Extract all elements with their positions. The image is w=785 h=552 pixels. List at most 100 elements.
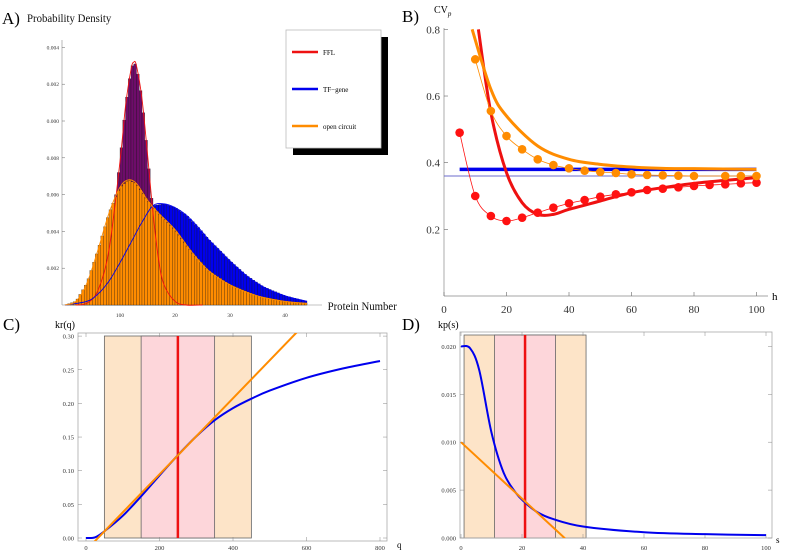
d-xlabel: s — [776, 535, 780, 545]
b-data-point — [564, 199, 574, 208]
a-bar-opencircuit — [169, 225, 173, 306]
a-bar-opencircuit — [130, 181, 134, 306]
b-data-point — [611, 168, 621, 178]
a-ytick-label: 0.006 — [47, 193, 60, 199]
b-xlabel: h — [772, 291, 778, 303]
panel-b-plot: 0.2 0.4 0.6 0.8 0 20 40 60 80 100 — [426, 24, 768, 316]
c-ylabel: kr(q) — [55, 320, 75, 331]
panel-a-histogram: 0.002 0.004 0.006 0.008 0.000 0.002 0.004 100 20… — [47, 40, 322, 319]
c-ytick-label: 0.10 — [63, 468, 74, 475]
a-bar-opencircuit — [95, 253, 99, 306]
a-bar-opencircuit — [207, 270, 211, 306]
a-bar-opencircuit — [243, 290, 247, 306]
c-ytick-label: 0.05 — [63, 502, 74, 509]
b-xtick-label: 80 — [689, 304, 701, 316]
a-bar-opencircuit — [125, 180, 129, 306]
a-bar-opencircuit — [257, 295, 261, 306]
a-xtick-label: 40 — [282, 313, 288, 319]
b-data-point — [549, 160, 558, 170]
d-frame — [459, 331, 773, 539]
a-fit-curve-tfgene — [64, 202, 308, 306]
b-data-point — [580, 195, 589, 205]
a-bar-opencircuit — [213, 274, 217, 306]
b-xtick-label: 60 — [626, 304, 638, 316]
a-bar-opencircuit — [174, 231, 178, 306]
a-bar-opencircuit — [191, 253, 195, 306]
a-ytick-label: 0.000 — [47, 119, 60, 125]
d-xtick-label: 0 — [459, 545, 462, 552]
a-bar-opencircuit — [235, 287, 239, 306]
a-bar-opencircuit — [232, 286, 236, 306]
d-tangent-line — [460, 441, 567, 538]
a-fit-curve-ffl — [75, 60, 203, 306]
legend-entry-tf-gene: TF−gene — [323, 86, 348, 94]
b-data-point — [642, 185, 652, 195]
d-ytick-label: 0.015 — [441, 392, 456, 399]
b-data-point — [517, 145, 527, 154]
b-xtick-label: 0 — [441, 304, 447, 316]
b-data-point — [658, 184, 668, 193]
a-ylabel: Probability Density — [27, 13, 112, 26]
b-points-connector — [459, 132, 757, 222]
a-xlabel: Protein Number — [328, 301, 397, 314]
a-ytick-label: 0.002 — [47, 266, 60, 272]
panel-label-b: B) — [402, 7, 419, 26]
c-ytick-label: 0.30 — [63, 334, 74, 341]
b-data-point — [455, 128, 464, 137]
panel-d-plot: 0.000 0.005 0.010 0.015 0.020 0 20 40 60 80 100 — [441, 331, 773, 552]
b-data-point — [533, 155, 543, 164]
d-xtick-label: 60 — [641, 545, 648, 552]
b-data-point — [517, 213, 527, 222]
b-data-point — [705, 180, 714, 190]
b-data-point — [470, 191, 480, 201]
a-bar-opencircuit — [202, 265, 206, 306]
b-data-point — [689, 181, 699, 191]
a-bar-opencircuit — [119, 185, 123, 306]
a-bar-opencircuit — [224, 281, 228, 306]
a-bar-opencircuit — [122, 183, 126, 306]
c-xtick-label: 400 — [228, 545, 238, 552]
b-data-point — [533, 208, 543, 217]
a-bar-opencircuit — [147, 201, 151, 306]
a-bar-opencircuit — [238, 288, 242, 306]
a-bar-opencircuit — [218, 278, 222, 306]
a-ytick-label: 0.004 — [47, 229, 60, 235]
b-data-point — [549, 203, 558, 212]
c-ytick-label: 0.20 — [63, 401, 74, 408]
b-ytick-label: 0.6 — [426, 91, 440, 103]
b-ytick-label: 0.4 — [426, 158, 440, 170]
c-ytick-label: 0.25 — [63, 367, 74, 374]
c-xtick-label: 800 — [375, 545, 385, 552]
b-data-point — [595, 167, 605, 177]
a-fit-curve-opencircuit — [64, 179, 308, 306]
a-bar-opencircuit — [117, 190, 121, 306]
panel-label-c: C) — [3, 315, 20, 334]
a-bar-opencircuit — [141, 193, 145, 306]
a-ytick-label: 0.002 — [47, 82, 60, 88]
a-bar-opencircuit — [199, 262, 203, 306]
d-ytick-label: 0.000 — [441, 536, 456, 543]
a-bar-opencircuit — [188, 249, 192, 306]
c-ytick-label: 0.15 — [63, 435, 74, 442]
b-data-point — [658, 171, 668, 180]
a-ytick-label: 0.004 — [47, 45, 60, 51]
d-ytick-label: 0.005 — [441, 488, 456, 495]
a-bar-opencircuit — [229, 285, 233, 306]
d-series-group — [460, 335, 767, 538]
b-xtick-label: 20 — [501, 304, 513, 316]
a-bar-opencircuit — [196, 259, 200, 306]
panel-c-plot: 0.00 0.05 0.10 0.15 0.20 0.25 0.30 0 200 400 600 80… — [63, 332, 388, 552]
b-data-point — [564, 164, 574, 173]
panel-label-a: A) — [2, 9, 20, 28]
d-ytick-label: 0.010 — [441, 440, 456, 447]
b-ylabel-main: CV — [434, 5, 449, 16]
a-bar-opencircuit — [150, 204, 154, 306]
b-points-connector — [474, 59, 757, 177]
a-bar-opencircuit — [194, 256, 198, 306]
a-bar-opencircuit — [260, 296, 264, 306]
b-data-point — [486, 106, 496, 116]
d-ytick-label: 0.020 — [441, 344, 456, 351]
b-data-point — [595, 192, 605, 201]
